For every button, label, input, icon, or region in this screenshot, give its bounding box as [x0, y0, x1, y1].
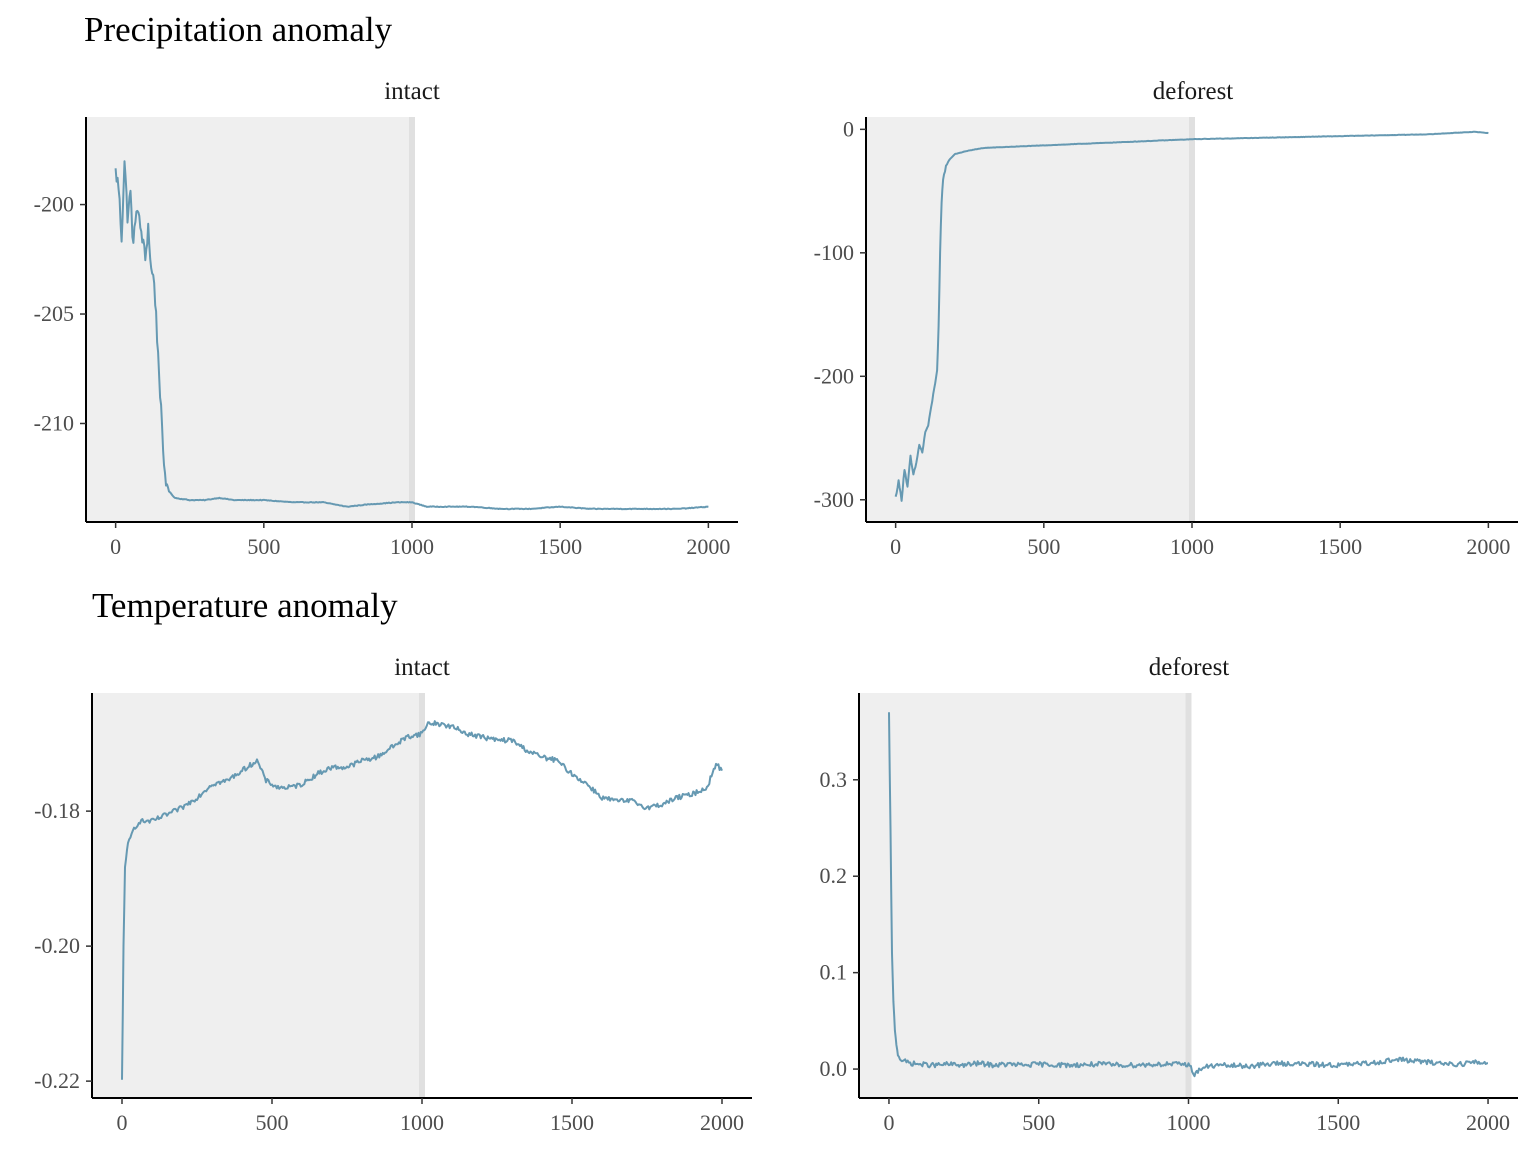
precip-deforest-x-tick-label: 0 [890, 534, 901, 559]
temp-intact-y-tick-label: -0.22 [34, 1068, 80, 1093]
strip-label-temp-deforest: deforest [1149, 654, 1230, 681]
precip-deforest-x-tick-label: 1000 [1170, 534, 1214, 559]
precip-intact-y-tick-label: -205 [34, 301, 74, 326]
precip-intact-shaded-region [86, 117, 412, 522]
temp-deforest-y-tick-label: 0.2 [820, 863, 848, 888]
temp-deforest-x-tick-label: 500 [1022, 1110, 1055, 1135]
temp-intact-series-line [121, 720, 723, 1080]
temp-deforest-series-line [888, 712, 1488, 1078]
precip-intact-series-line [114, 160, 709, 511]
temp-intact-x-tick-label: 0 [117, 1110, 128, 1135]
temperature-section-title: Temperature anomaly [92, 586, 398, 625]
precip-intact-x-tick-label: 0 [110, 534, 121, 559]
panel-precipitation-intact: 0 500 1000 1500 2000 -200 -205 -210 [34, 117, 738, 559]
temp-deforest-x-tick-label: 0 [883, 1110, 894, 1135]
strip-label-temp-intact: intact [394, 654, 450, 681]
temp-intact-y-tick-label: -0.20 [34, 933, 80, 958]
precip-deforest-y-tick-label: -100 [814, 240, 854, 265]
temp-intact-x-tick-label: 1500 [550, 1110, 594, 1135]
temp-deforest-y-tick-label: 0.3 [820, 767, 848, 792]
panel-temperature-deforest: 0 500 1000 1500 2000 0.3 0.2 0.1 0.0 [820, 693, 1518, 1135]
temp-intact-x-tick-label: 500 [256, 1110, 289, 1135]
precip-deforest-x-tick-label: 1500 [1318, 534, 1362, 559]
panel-precipitation-deforest: 0 500 1000 1500 2000 0 -100 -200 -300 [814, 116, 1518, 559]
temp-intact-x-tick-label: 2000 [700, 1110, 744, 1135]
temp-deforest-shaded-region [859, 693, 1189, 1098]
precip-intact-x-tick-label: 500 [247, 534, 280, 559]
precip-intact-x-tick-label: 2000 [686, 534, 730, 559]
precip-deforest-shaded-region [866, 117, 1192, 522]
precip-deforest-x-tick-label: 2000 [1466, 534, 1510, 559]
precip-deforest-y-tick-label: -300 [814, 487, 854, 512]
precip-intact-y-tick-label: -200 [34, 192, 74, 217]
temp-deforest-x-tick-label: 2000 [1466, 1110, 1510, 1135]
temp-intact-y-tick-label: -0.18 [34, 798, 80, 823]
temp-intact-x-tick-label: 1000 [400, 1110, 444, 1135]
temp-deforest-y-tick-label: 0.1 [820, 960, 848, 985]
temp-intact-shaded-region [92, 693, 422, 1098]
precip-intact-y-tick-label: -210 [34, 410, 74, 435]
precipitation-section-title: Precipitation anomaly [84, 10, 393, 49]
strip-label-precip-intact: intact [384, 78, 440, 105]
precip-intact-x-tick-label: 1500 [538, 534, 582, 559]
strip-label-precip-deforest: deforest [1153, 78, 1234, 105]
temp-deforest-y-tick-label: 0.0 [820, 1056, 848, 1081]
precip-deforest-x-tick-label: 500 [1027, 534, 1060, 559]
precip-intact-x-tick-label: 1000 [390, 534, 434, 559]
temp-deforest-x-tick-label: 1000 [1167, 1110, 1211, 1135]
precip-deforest-series-line [894, 130, 1489, 502]
panel-temperature-intact: 0 500 1000 1500 2000 -0.18 -0.20 -0.22 [34, 693, 752, 1135]
precip-deforest-y-tick-label: -200 [814, 363, 854, 388]
precip-deforest-y-tick-label: 0 [843, 116, 854, 141]
temp-deforest-x-tick-label: 1500 [1316, 1110, 1360, 1135]
